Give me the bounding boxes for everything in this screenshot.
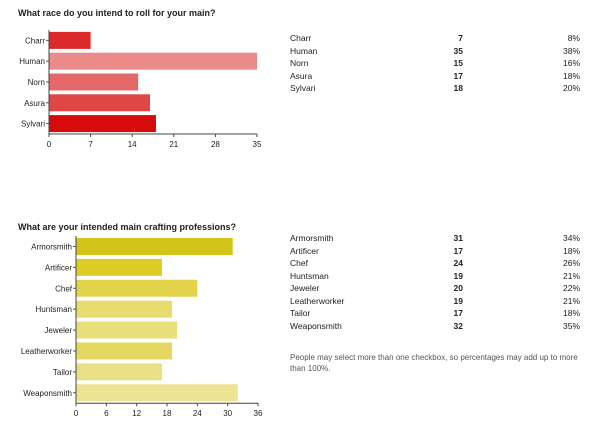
x-tick-label: 7 [88,140,93,149]
crafting-summary-table: Armorsmith 31 34% Artificer 17 18% Chef 24 26% Hu… [290,232,580,332]
category-label: Jeweler [44,326,72,335]
response-count: 7 [458,33,463,44]
x-tick-label: 0 [47,140,52,149]
bar [49,31,91,49]
response-percent: 21% [562,295,580,306]
multi-select-note: People may select more than one checkbox… [290,353,578,373]
response-count: 20 [453,283,463,294]
answer-label: Huntsman [290,270,329,281]
table-row: Sylvari 18 20% [290,82,580,95]
table-row: Huntsman 19 21% [290,270,580,283]
question2-title: What are your intended main crafting pro… [18,222,237,232]
response-count: 19 [453,270,463,281]
bar [49,94,151,112]
answer-label: Charr [290,33,312,44]
category-label: Leatherworker [21,347,72,356]
table-row: Weaponsmith 32 35% [290,320,580,333]
x-tick-label: 14 [128,140,137,149]
category-label: Tailor [53,368,72,377]
bar [76,279,198,297]
table-row: Armorsmith 31 34% [290,232,580,245]
answer-label: Artificer [290,245,319,256]
table-row: Charr 7 8% [290,32,580,45]
answer-label: Human [290,45,318,56]
answer-label: Armorsmith [290,233,334,244]
response-count: 17 [453,245,463,256]
response-count: 17 [453,308,463,319]
x-tick-label: 36 [254,409,263,418]
response-count: 17 [453,70,463,81]
table-row: Human 35 38% [290,45,580,58]
x-tick-label: 21 [169,140,178,149]
answer-label: Norn [290,58,309,69]
response-count: 32 [453,320,463,331]
crafting-bar-chart: Armorsmith Artificer Chef Huntsman Jeweler Le… [21,236,263,418]
response-percent: 20% [562,83,580,94]
response-percent: 16% [562,58,580,69]
response-count: 19 [453,295,463,306]
category-label: Human [19,57,45,66]
category-label: Armorsmith [31,242,72,251]
x-tick-label: 30 [223,409,232,418]
category-label: Asura [24,99,45,108]
bar [49,115,156,133]
bar [76,384,238,402]
race-bar-chart: Charr Human Norn Asura Sylvari 0 7 14 21 28 35 [19,30,262,149]
x-tick-label: 6 [104,409,109,418]
x-tick-label: 35 [253,140,262,149]
response-count: 24 [453,258,463,269]
table-row: Norn 15 16% [290,57,580,70]
category-label: Chef [55,284,73,293]
answer-label: Asura [290,70,313,81]
answer-label: Sylvari [290,83,316,94]
category-label: Sylvari [21,120,45,129]
response-count: 31 [453,233,463,244]
x-tick-label: 12 [132,409,141,418]
response-percent: 8% [567,33,580,44]
answer-label: Weaponsmith [290,320,342,331]
table-row: Artificer 17 18% [290,245,580,258]
category-label: Huntsman [36,305,72,314]
bar [76,342,173,360]
response-percent: 18% [562,245,580,256]
table-row: Asura 17 18% [290,70,580,83]
x-tick-label: 18 [163,409,172,418]
response-percent: 35% [562,320,580,331]
response-count: 35 [453,45,463,56]
table-row: Chef 24 26% [290,257,580,270]
response-count: 15 [453,58,463,69]
table-row: Leatherworker 19 21% [290,295,580,308]
bar [49,52,257,70]
category-label: Norn [28,78,45,87]
x-tick-label: 28 [211,140,220,149]
category-label: Charr [25,36,45,45]
bar [49,73,139,91]
question1-title: What race do you intend to roll for your… [18,8,216,18]
answer-label: Tailor [290,308,311,319]
table-row: Tailor 17 18% [290,307,580,320]
race-summary-table: Charr 7 8% Human 35 38% Norn 15 16% Asura 17 18% Syl… [290,32,580,95]
answer-label: Jeweler [290,283,320,294]
category-label: Weaponsmith [23,389,72,398]
x-tick-label: 0 [74,409,79,418]
response-percent: 38% [562,45,580,56]
answer-label: Chef [290,258,308,269]
bar [76,258,162,276]
bar [76,321,178,339]
bar [76,237,233,255]
response-count: 18 [453,83,463,94]
response-percent: 22% [562,283,580,294]
answer-label: Leatherworker [290,295,345,306]
category-label: Artificer [45,263,72,272]
bar [76,363,162,381]
response-percent: 18% [562,70,580,81]
response-percent: 21% [562,270,580,281]
bar [76,300,173,318]
x-tick-label: 24 [193,409,202,418]
table-row: Jeweler 20 22% [290,282,580,295]
response-percent: 26% [562,258,580,269]
response-percent: 34% [562,233,580,244]
response-percent: 18% [562,308,580,319]
